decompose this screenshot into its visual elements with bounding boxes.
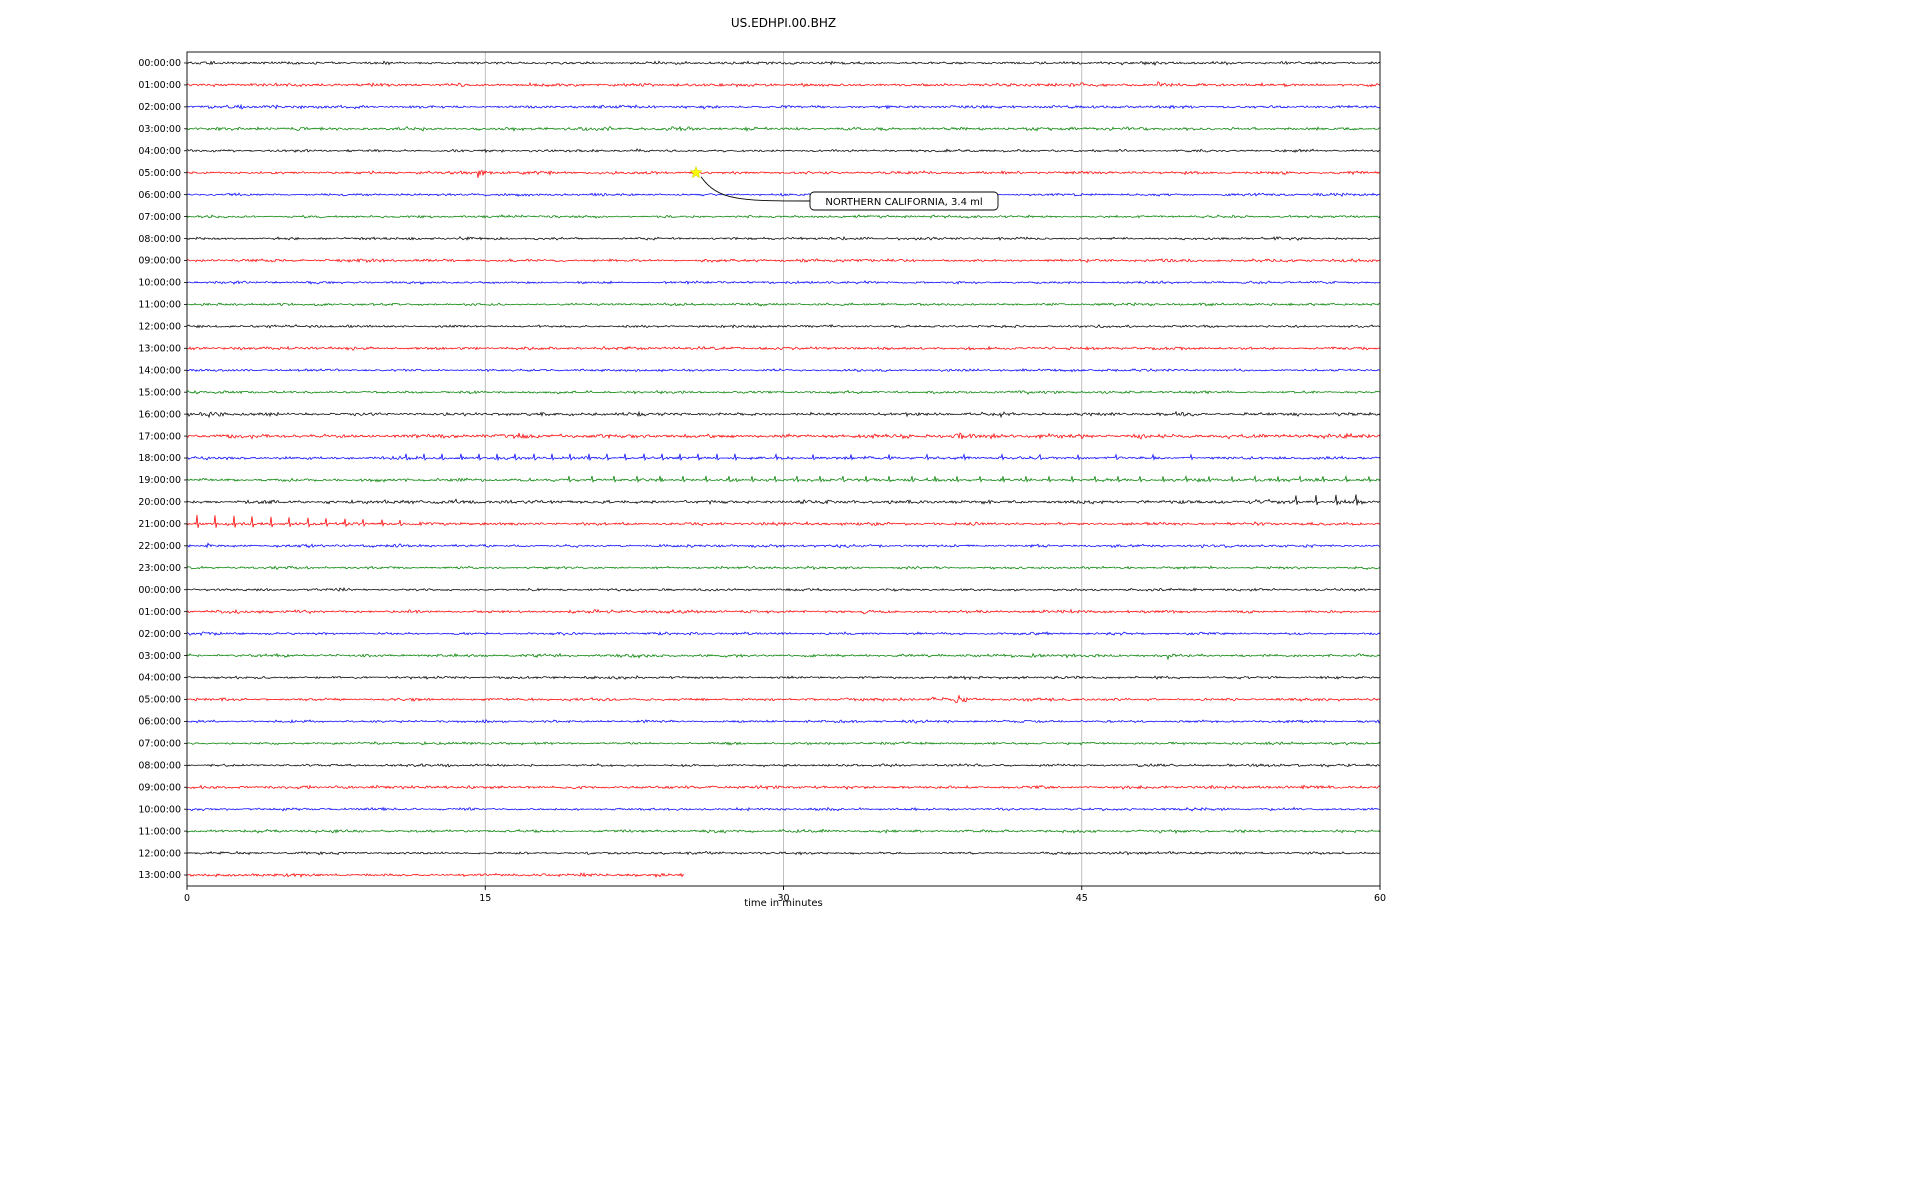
row-time-label: 18:00:00 [138,453,181,464]
seismogram-trace-2 [186,103,1381,110]
row-time-label: 21:00:00 [138,519,181,530]
x-axis-label: time in minutes [744,898,823,909]
row-time-label: 07:00:00 [138,739,181,750]
seismogram-trace-0 [186,60,1381,67]
row-time-label: 23:00:00 [138,563,181,574]
seismogram-trace-11 [186,302,1381,307]
seismogram-trace-21 [186,514,1381,528]
row-time-label: 00:00:00 [138,585,181,596]
seismogram-trace-25 [186,608,1381,615]
annotation-connector [700,176,811,202]
row-time-label: 03:00:00 [138,651,181,662]
seismogram-trace-13 [186,345,1381,351]
row-time-label: 13:00:00 [138,343,181,354]
row-time-label: 05:00:00 [138,695,181,706]
seismogram-trace-33 [186,784,1381,791]
row-time-label: 08:00:00 [138,760,181,771]
seismogram-trace-19 [186,474,1381,484]
row-time-label: 14:00:00 [138,365,181,376]
seismogram-trace-18 [186,452,1381,462]
row-time-label: 10:00:00 [138,804,181,815]
seismogram-trace-29 [186,694,1381,704]
seismogram-trace-1 [186,81,1381,88]
row-time-label: 12:00:00 [138,848,181,859]
x-tick-label: 60 [1374,893,1386,904]
row-time-label: 01:00:00 [138,607,181,618]
row-time-label: 09:00:00 [138,782,181,793]
row-time-label: 04:00:00 [138,673,181,684]
seismogram-trace-7 [186,214,1381,219]
row-time-label: 05:00:00 [138,168,181,179]
row-time-label: 10:00:00 [138,278,181,289]
seismogram-trace-28 [186,675,1381,681]
row-time-label: 11:00:00 [138,826,181,837]
row-time-label: 03:00:00 [138,124,181,135]
row-time-label: 19:00:00 [138,475,181,486]
seismogram-trace-8 [186,235,1381,241]
row-time-label: 01:00:00 [138,80,181,91]
seismogram-trace-36 [186,850,1381,856]
seismogram-trace-34 [186,806,1381,812]
x-tick-label: 0 [184,893,190,904]
row-time-label: 06:00:00 [138,717,181,728]
row-time-label: 13:00:00 [138,870,181,881]
row-time-label: 12:00:00 [138,322,181,333]
seismogram-trace-27 [186,652,1381,661]
seismogram-trace-22 [186,542,1381,549]
seismogram-trace-37 [186,872,685,879]
row-time-label: 09:00:00 [138,256,181,267]
seismogram-trace-17 [186,432,1381,440]
x-tick-label: 30 [777,893,789,904]
seismogram-trace-20 [186,494,1380,506]
seismogram-trace-31 [186,740,1381,746]
seismogram-trace-23 [186,565,1381,571]
x-tick-label: 15 [479,893,491,904]
seismogram-trace-30 [186,719,1381,724]
row-time-label: 08:00:00 [138,234,181,245]
row-time-label: 20:00:00 [138,497,181,508]
seismogram-trace-4 [187,148,1381,154]
seismogram-trace-14 [186,368,1380,373]
row-time-label: 22:00:00 [138,541,181,552]
seismogram-trace-3 [186,125,1381,132]
seismogram-trace-24 [186,587,1381,592]
seismogram-trace-15 [186,389,1381,395]
row-time-label: 07:00:00 [138,212,181,223]
seismogram-trace-9 [186,257,1381,264]
seismogram-trace-32 [187,763,1381,768]
row-time-label: 11:00:00 [138,300,181,311]
row-time-label: 16:00:00 [138,409,181,420]
row-time-label: 02:00:00 [138,629,181,640]
seismogram-trace-35 [186,828,1381,835]
x-tick-label: 45 [1076,893,1088,904]
annotation-box [809,191,999,211]
seismogram-trace-12 [186,324,1381,329]
seismogram-trace-6 [186,192,1381,198]
row-time-label: 02:00:00 [138,102,181,113]
row-time-label: 04:00:00 [138,146,181,157]
seismogram-trace-10 [186,280,1381,285]
annotation-text: NORTHERN CALIFORNIA, 3.4 ml [825,197,982,208]
seismogram-trace-16 [186,410,1381,419]
row-time-label: 17:00:00 [138,431,181,442]
row-time-label: 00:00:00 [138,58,181,69]
row-time-label: 15:00:00 [138,387,181,398]
row-time-label: 06:00:00 [138,190,181,201]
chart-title: US.EDHPI.00.BHZ [730,16,837,30]
event-marker-star [689,165,703,179]
seismogram-trace-26 [186,631,1381,637]
seismogram-trace-5 [186,169,1381,178]
